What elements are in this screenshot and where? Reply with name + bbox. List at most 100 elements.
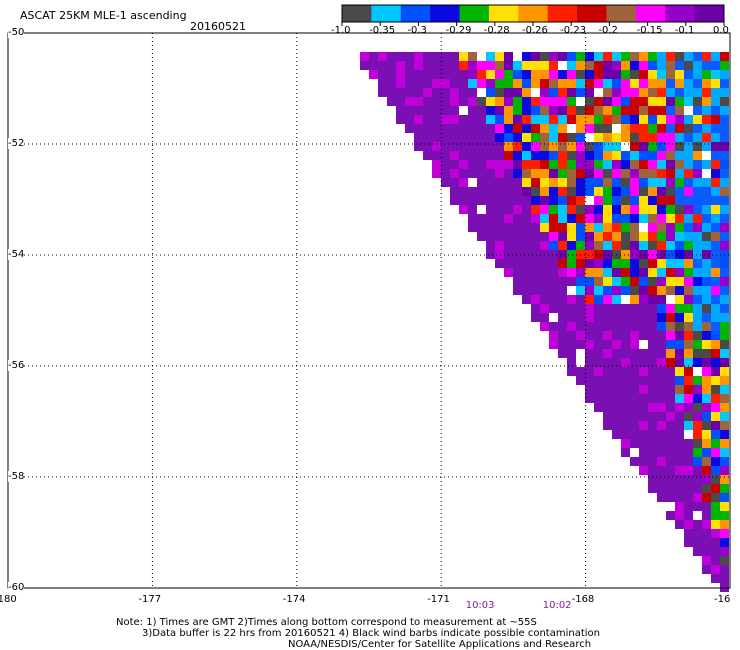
- swath-cell: [558, 295, 567, 304]
- swath-cell: [657, 295, 666, 304]
- swath-cell: [648, 115, 657, 124]
- swath-cell: [666, 178, 675, 187]
- swath-cell: [486, 241, 495, 250]
- swath-cell: [630, 133, 639, 142]
- swath-cell: [702, 133, 711, 142]
- swath-cell: [576, 214, 585, 223]
- swath-cell: [702, 79, 711, 88]
- swath-cell: [639, 331, 648, 340]
- swath-cell: [657, 430, 666, 439]
- swath-cell: [612, 232, 621, 241]
- swath-cell: [720, 556, 729, 565]
- swath-cell: [675, 268, 684, 277]
- y-tick-label: -52: [8, 138, 25, 149]
- swath-cell: [468, 88, 477, 97]
- swath-cell: [549, 61, 558, 70]
- swath-cell: [495, 241, 504, 250]
- swath-cell: [648, 241, 657, 250]
- swath-cell: [594, 322, 603, 331]
- swath-cell: [684, 376, 693, 385]
- swath-cell: [423, 133, 432, 142]
- swath-cell: [468, 223, 477, 232]
- swath-cell: [693, 340, 702, 349]
- swath-cell: [612, 385, 621, 394]
- swath-cell: [693, 133, 702, 142]
- swath-cell: [702, 160, 711, 169]
- swath-cell: [486, 115, 495, 124]
- swath-cell: [549, 277, 558, 286]
- swath-cell: [414, 70, 423, 79]
- swath-cell: [531, 313, 540, 322]
- swath-cell: [666, 493, 675, 502]
- swath-cell: [558, 223, 567, 232]
- swath-cell: [720, 313, 729, 322]
- swath-cell: [540, 70, 549, 79]
- swath-cell: [450, 115, 459, 124]
- swath-cell: [432, 169, 441, 178]
- swath-cell: [621, 106, 630, 115]
- swath-cell: [684, 52, 693, 61]
- swath-cell: [603, 223, 612, 232]
- swath-cell: [432, 79, 441, 88]
- swath-cell: [594, 394, 603, 403]
- swath-cell: [648, 484, 657, 493]
- swath-cell: [621, 115, 630, 124]
- swath-cell: [630, 421, 639, 430]
- swath-cell: [603, 385, 612, 394]
- swath-cell: [666, 511, 675, 520]
- swath-cell: [585, 385, 594, 394]
- swath-cell: [549, 70, 558, 79]
- colorbar-label: -0.26: [522, 25, 548, 36]
- swath-cell: [558, 97, 567, 106]
- swath-cell: [567, 61, 576, 70]
- swath-cell: [567, 250, 576, 259]
- swath-cell: [711, 61, 720, 70]
- swath-cell: [549, 214, 558, 223]
- swath-cell: [405, 79, 414, 88]
- swath-cell: [675, 241, 684, 250]
- swath-cell: [477, 187, 486, 196]
- swath-cell: [657, 475, 666, 484]
- swath-cell: [468, 124, 477, 133]
- swath-cell: [657, 403, 666, 412]
- swath-cell: [675, 70, 684, 79]
- swath-cell: [702, 268, 711, 277]
- swath-cell: [603, 196, 612, 205]
- swath-cell: [432, 115, 441, 124]
- swath-cell: [711, 286, 720, 295]
- chart-title: ASCAT 25KM MLE-1 ascending: [20, 9, 187, 22]
- swath-cell: [657, 232, 666, 241]
- swath-cell: [513, 196, 522, 205]
- swath-cell: [711, 547, 720, 556]
- swath-cell: [639, 205, 648, 214]
- swath-cell: [666, 394, 675, 403]
- swath-cell: [621, 322, 630, 331]
- swath-cell: [378, 52, 387, 61]
- swath-cell: [585, 205, 594, 214]
- swath-cell: [657, 70, 666, 79]
- swath-cell: [630, 412, 639, 421]
- swath-cell: [621, 367, 630, 376]
- swath-cell: [396, 61, 405, 70]
- swath-cell: [567, 52, 576, 61]
- swath-cell: [675, 97, 684, 106]
- swath-cell: [630, 331, 639, 340]
- swath-cell: [720, 358, 729, 367]
- swath-cell: [405, 115, 414, 124]
- swath-cell: [648, 259, 657, 268]
- swath-cell: [576, 232, 585, 241]
- swath-cell: [558, 241, 567, 250]
- swath-cell: [522, 160, 531, 169]
- swath-cell: [522, 196, 531, 205]
- colorbar-swatch: [488, 5, 519, 22]
- swath-cell: [603, 133, 612, 142]
- swath-cell: [639, 367, 648, 376]
- swath-cell: [432, 97, 441, 106]
- swath-cell: [612, 322, 621, 331]
- swath-cell: [612, 187, 621, 196]
- swath-cell: [486, 178, 495, 187]
- swath-cell: [576, 241, 585, 250]
- swath-cell: [630, 448, 639, 457]
- swath-cell: [711, 466, 720, 475]
- swath-cell: [702, 421, 711, 430]
